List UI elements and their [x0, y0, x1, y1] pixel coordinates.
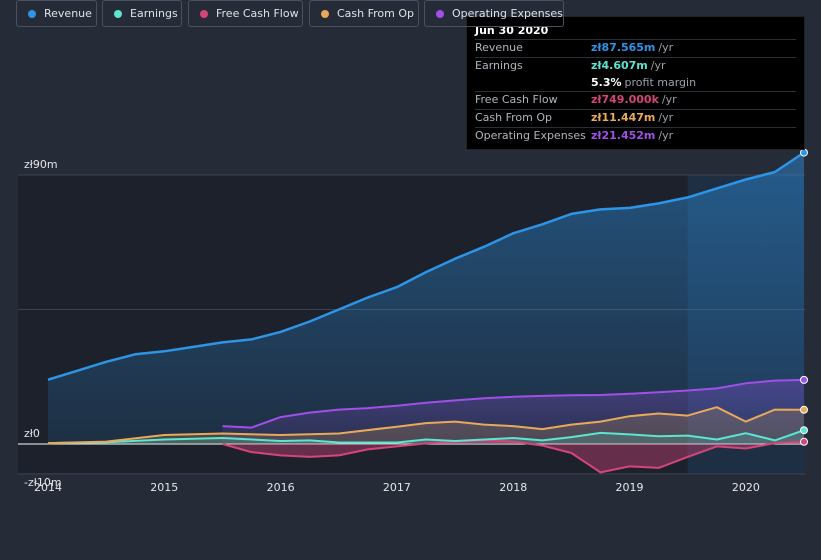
tooltip-label: Operating Expenses — [475, 128, 586, 142]
tooltip-row-margin: 5.3% profit margin — [475, 75, 796, 92]
tooltip-value: zł87.565m — [591, 41, 656, 54]
line-free-cash-flow — [222, 439, 805, 474]
endpoint-revenue — [800, 148, 808, 157]
line-operating-expenses — [222, 378, 805, 429]
legend-label: Revenue — [44, 7, 92, 20]
x-tick-label: 2015 — [150, 481, 178, 494]
tooltip-unit: /yr — [658, 128, 674, 142]
tooltip-row-revenue: Revenue zł87.565m/yr — [475, 39, 796, 57]
legend-dot-icon — [436, 10, 444, 18]
x-tick-label: 2016 — [267, 481, 295, 494]
tooltip-label: Cash From Op — [475, 111, 553, 125]
legend-operating-expenses[interactable]: Operating Expenses — [424, 0, 564, 27]
tooltip-unit: /yr — [650, 58, 666, 72]
y-tick-label: zł90m — [24, 158, 58, 171]
legend-label: Free Cash Flow — [216, 7, 299, 20]
tooltip-row-cfo: Cash From Op zł11.447m/yr — [475, 109, 796, 127]
legend-dot-icon — [200, 10, 208, 18]
tooltip-unit: /yr — [658, 41, 674, 54]
legend-free-cash-flow[interactable]: Free Cash Flow — [188, 0, 303, 27]
tooltip-label: Revenue — [475, 41, 523, 54]
legend-dot-icon — [321, 10, 329, 18]
tooltip-value: zł21.452m — [591, 128, 656, 142]
line-earnings — [47, 429, 805, 445]
endpoint-operating-expenses — [800, 375, 808, 384]
tooltip-row-earnings: Earnings zł4.607m/yr — [475, 56, 796, 75]
tooltip-unit: /yr — [661, 93, 677, 107]
legend-dot-icon — [114, 10, 122, 18]
tooltip-value: zł4.607m — [591, 58, 648, 72]
legend-label: Operating Expenses — [452, 7, 563, 20]
endpoint-earnings — [800, 426, 808, 435]
tooltip-label: Earnings — [475, 58, 523, 72]
tooltip-date: Jun 30 2020 — [475, 24, 549, 37]
legend-label: Earnings — [130, 7, 178, 20]
tooltip-unit: profit margin — [624, 75, 697, 89]
endpoint-free-cash-flow — [800, 437, 808, 446]
x-tick-label: 2017 — [383, 481, 411, 494]
tooltip-value: 5.3% — [591, 75, 622, 89]
y-tick-label: zł0 — [24, 427, 40, 440]
x-tick-label: 2019 — [616, 481, 644, 494]
tooltip-panel: Jun 30 2020 Revenue zł87.565m/yr Earnings… — [466, 16, 805, 150]
y-tick-label: -zł10m — [24, 476, 62, 489]
line-revenue — [47, 151, 805, 381]
x-tick-label: 2014 — [34, 481, 62, 494]
legend-revenue[interactable]: Revenue — [16, 0, 97, 27]
x-tick-label: 2020 — [732, 481, 760, 494]
x-tick-label: 2018 — [499, 481, 527, 494]
tooltip-unit: /yr — [658, 111, 674, 125]
tooltip-value: zł749.000k — [591, 93, 659, 107]
endpoint-cash-from-op — [800, 405, 808, 414]
tooltip-label: Free Cash Flow — [475, 93, 558, 107]
tooltip-row-fcf: Free Cash Flow zł749.000k/yr — [475, 91, 796, 109]
legend-cash-from-op[interactable]: Cash From Op — [309, 0, 419, 27]
area-revenue — [48, 152, 804, 444]
tooltip-row-opex: Operating Expenses zł21.452m/yr — [475, 126, 796, 145]
legend-label: Cash From Op — [337, 7, 415, 20]
legend-dot-icon — [28, 10, 36, 18]
line-cash-from-op — [47, 406, 805, 445]
tooltip-value: zł11.447m — [591, 111, 656, 125]
legend-earnings[interactable]: Earnings — [102, 0, 182, 27]
area-operating-expenses — [222, 379, 804, 444]
